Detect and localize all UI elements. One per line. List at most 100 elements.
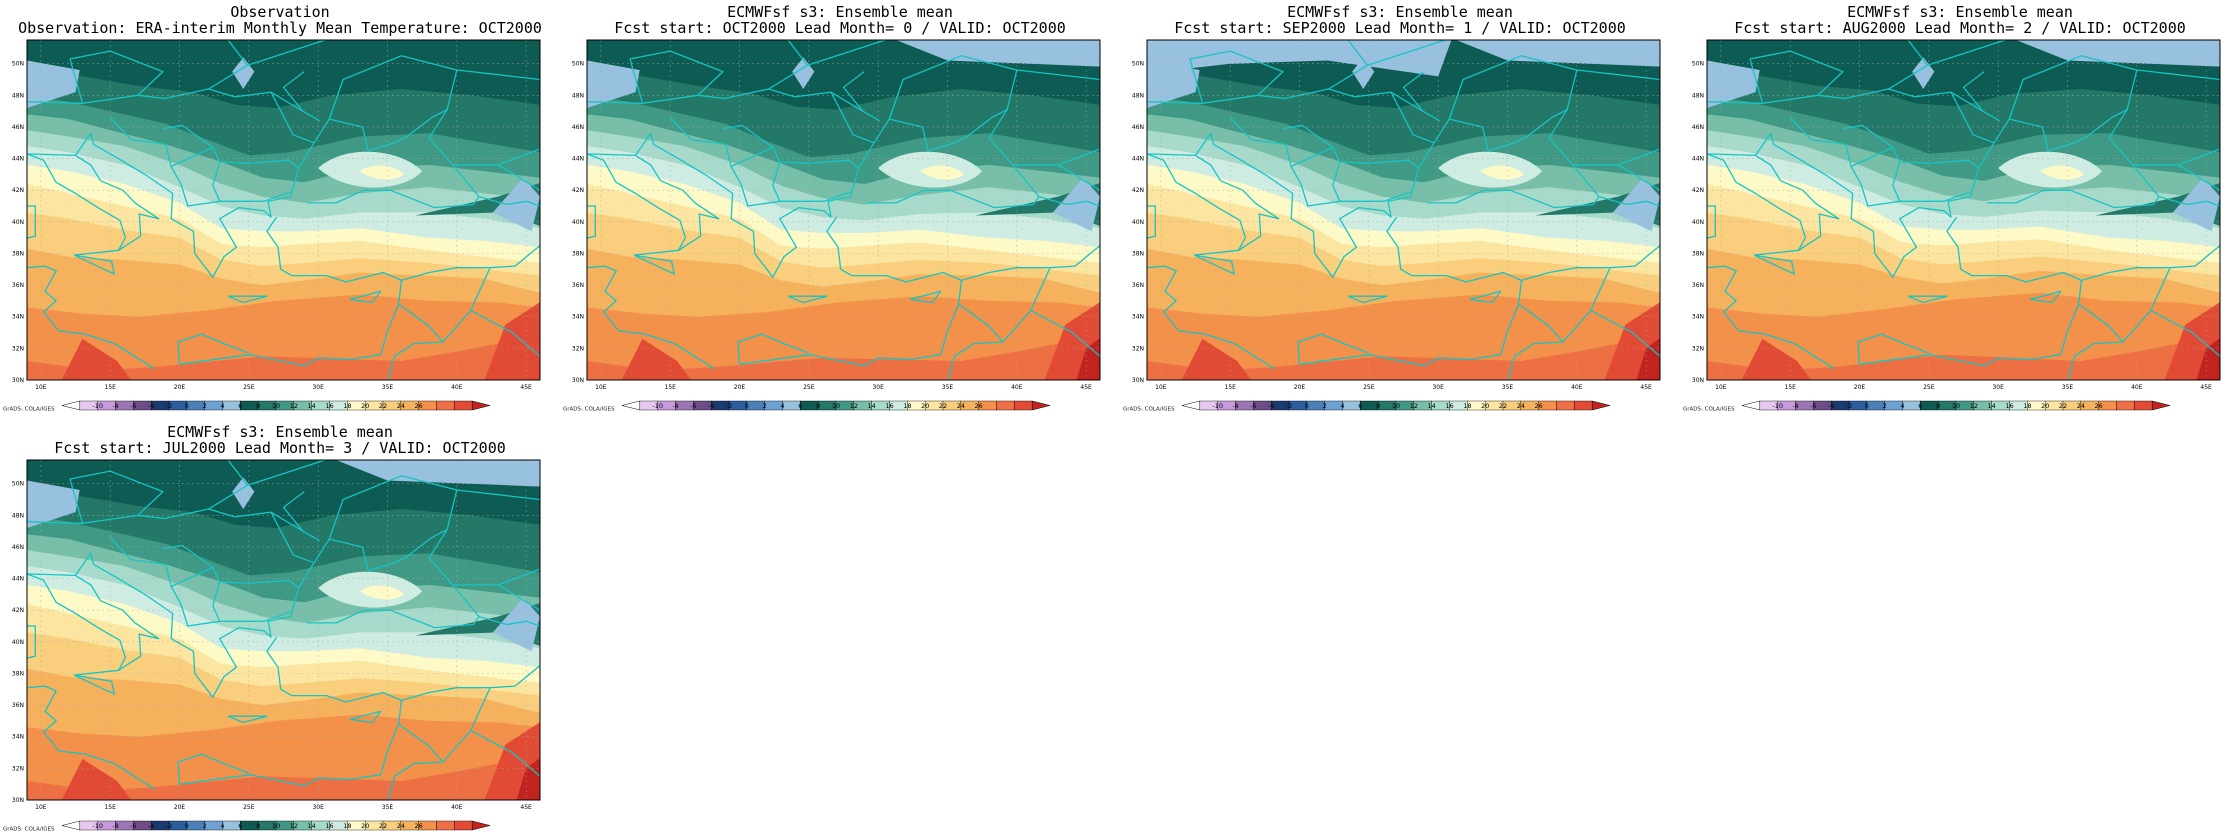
colorbar-label: 22 bbox=[939, 402, 947, 410]
lat-label: 46N bbox=[1692, 124, 1704, 131]
colorbar-swatch bbox=[2134, 400, 2153, 411]
colorbar-swatch bbox=[2116, 400, 2135, 411]
colorbar-swatch bbox=[436, 400, 455, 411]
shaded-contours bbox=[1147, 40, 1660, 380]
colorbar-label: 16 bbox=[885, 402, 893, 410]
panel-title: ECMWFsf s3: Ensemble mean bbox=[1287, 3, 1513, 21]
colorbar-label: 24 bbox=[957, 402, 965, 410]
panel-title: Observation bbox=[230, 3, 330, 21]
lat-label: 38N bbox=[1132, 250, 1144, 257]
contour-band bbox=[1052, 177, 1100, 232]
colorbar-label: 2 bbox=[1323, 402, 1327, 410]
colorbar-label: -8 bbox=[1792, 402, 1798, 410]
colorbar-swatch bbox=[61, 400, 81, 411]
lat-label: 38N bbox=[1692, 250, 1704, 257]
lon-label: 35E bbox=[1502, 384, 1514, 391]
lat-label: 42N bbox=[1132, 187, 1144, 194]
contour-band bbox=[359, 165, 405, 180]
lon-label: 40E bbox=[451, 804, 463, 811]
shaded-contours bbox=[587, 40, 1100, 380]
credit-text: GrADS: COLA/IGES bbox=[1123, 407, 1175, 413]
lon-label: 20E bbox=[1294, 384, 1306, 391]
lon-label: 30E bbox=[312, 384, 324, 391]
lat-label: 34N bbox=[12, 314, 24, 321]
colorbar-label: 18 bbox=[1463, 402, 1471, 410]
colorbar-label: 6 bbox=[1358, 402, 1362, 410]
shaded-contours bbox=[27, 460, 540, 800]
lat-label: 40N bbox=[572, 219, 584, 226]
colorbar-label: 2 bbox=[763, 402, 767, 410]
colorbar-label: -10 bbox=[1212, 402, 1223, 410]
map-panel: 30N 32N 34N 36N 38N 40N 42N 44N 46N 48N 50N 10E 15E 2… bbox=[0, 0, 560, 420]
colorbar-label: 8 bbox=[256, 822, 260, 830]
colorbar-label: 18 bbox=[343, 402, 351, 410]
lat-label: 44N bbox=[12, 576, 24, 583]
colorbar-label: 8 bbox=[256, 402, 260, 410]
lat-label: 50N bbox=[12, 61, 24, 68]
colorbar-swatch bbox=[436, 820, 455, 831]
colorbar-label: -2 bbox=[1286, 402, 1292, 410]
colorbar-swatch bbox=[1031, 400, 1051, 411]
lat-label: 32N bbox=[1692, 345, 1704, 352]
lon-label: 10E bbox=[1715, 384, 1727, 391]
contour-band bbox=[492, 597, 540, 652]
contour-band bbox=[61, 758, 131, 800]
map-frame bbox=[586, 39, 1101, 381]
map-frame bbox=[26, 39, 541, 381]
lat-label: 48N bbox=[572, 92, 584, 99]
lat-label: 36N bbox=[12, 282, 24, 289]
contour-band bbox=[516, 757, 540, 800]
contour-band bbox=[1147, 40, 1452, 77]
colorbar-swatch bbox=[1014, 400, 1033, 411]
panel-subtitle: Observation: ERA-interim Monthly Mean Te… bbox=[18, 19, 542, 37]
panel-title: ECMWFsf s3: Ensemble mean bbox=[167, 423, 393, 441]
colorbar-label: -6 bbox=[130, 402, 136, 410]
colorbar-swatch bbox=[621, 400, 641, 411]
temperature-map: 30N 32N 34N 36N 38N 40N 42N 44N 46N 48N 50N 10E 15E 2… bbox=[1683, 39, 2221, 413]
colorbar-label: -4 bbox=[148, 402, 154, 410]
lat-label: 46N bbox=[1132, 124, 1144, 131]
temperature-map: 30N 32N 34N 36N 38N 40N 42N 44N 46N 48N 50N 10E 15E 2… bbox=[3, 459, 541, 833]
shaded-contours bbox=[1707, 40, 2220, 380]
lat-label: 40N bbox=[12, 219, 24, 226]
lat-label: 32N bbox=[1132, 345, 1144, 352]
colorbar-label: 8 bbox=[1376, 402, 1380, 410]
lat-label: 42N bbox=[1692, 187, 1704, 194]
colorbar-label: -8 bbox=[112, 402, 118, 410]
contour-band bbox=[1076, 337, 1100, 380]
colorbar-label: 24 bbox=[1517, 402, 1525, 410]
lat-label: 32N bbox=[12, 765, 24, 772]
colorbar-label: -10 bbox=[92, 402, 103, 410]
colorbar-label: 12 bbox=[1970, 402, 1978, 410]
lon-label: 25E bbox=[243, 804, 255, 811]
contour-band bbox=[27, 480, 80, 528]
lat-label: 48N bbox=[12, 512, 24, 519]
colorbar bbox=[1741, 400, 2171, 411]
colorbar-swatch bbox=[996, 400, 1015, 411]
lat-label: 36N bbox=[1132, 282, 1144, 289]
lat-label: 30N bbox=[12, 797, 24, 804]
lon-label: 45E bbox=[1080, 384, 1092, 391]
colorbar-label: 0 bbox=[745, 402, 749, 410]
lon-label: 20E bbox=[174, 804, 186, 811]
lat-label: 34N bbox=[572, 314, 584, 321]
colorbar-label: 22 bbox=[2059, 402, 2067, 410]
colorbar-label: 0 bbox=[1865, 402, 1869, 410]
colorbar-label: -10 bbox=[1772, 402, 1783, 410]
colorbar-label: 26 bbox=[1535, 402, 1543, 410]
lon-label: 30E bbox=[1432, 384, 1444, 391]
colorbar-label: 24 bbox=[397, 822, 405, 830]
contour-band bbox=[359, 585, 405, 600]
contour-band bbox=[2172, 177, 2220, 232]
contour-band bbox=[1741, 338, 1811, 380]
colorbar-label: -4 bbox=[1268, 402, 1274, 410]
colorbar-label: -10 bbox=[652, 402, 663, 410]
lat-label: 46N bbox=[572, 124, 584, 131]
lat-label: 30N bbox=[1132, 377, 1144, 384]
graticule bbox=[587, 40, 1100, 380]
colorbar-label: -6 bbox=[1250, 402, 1256, 410]
contour-band bbox=[61, 338, 131, 380]
colorbar-label: 20 bbox=[2041, 402, 2049, 410]
colorbar-swatch bbox=[1574, 400, 1593, 411]
colorbar-label: 20 bbox=[1481, 402, 1489, 410]
